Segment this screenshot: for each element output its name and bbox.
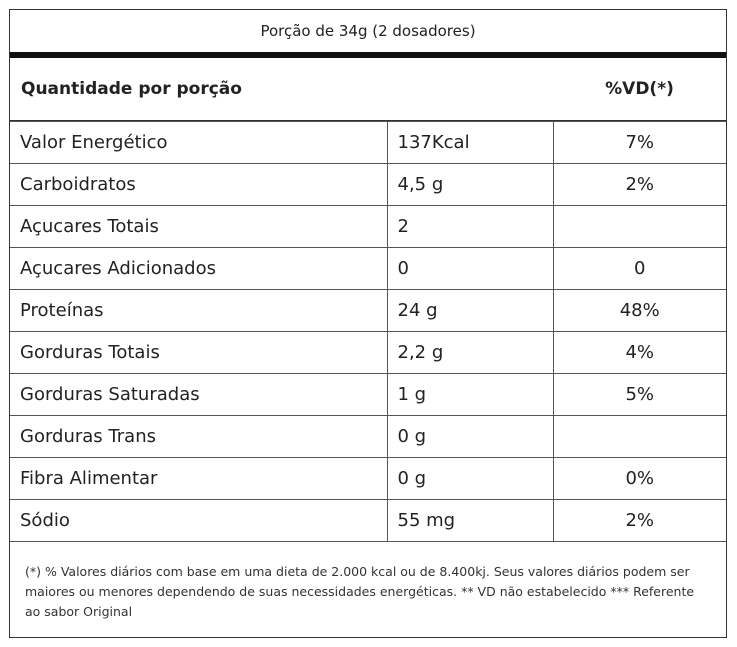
daily-value: 48% — [552, 289, 726, 332]
daily-value: 0 — [552, 247, 726, 290]
nutrient-name: Gorduras Totais — [10, 331, 388, 374]
nutrient-name: Sódio — [10, 499, 388, 542]
daily-value: 0% — [552, 457, 726, 500]
nutrient-row: Gorduras Totais 2,2 g 4% — [10, 331, 726, 374]
nutrient-name: Açucares Adicionados — [10, 247, 388, 290]
nutrient-row: Valor Energético 137Kcal 7% — [10, 121, 726, 164]
nutrition-table: Porção de 34g (2 dosadores) Quantidade p… — [9, 9, 727, 638]
amount: 4,5 g — [386, 163, 554, 206]
amount: 1 g — [386, 373, 554, 416]
amount: 24 g — [386, 289, 554, 332]
daily-value: 4% — [552, 331, 726, 374]
nutrient-row: Carboidratos 4,5 g 2% — [10, 163, 726, 206]
nutrient-name: Valor Energético — [10, 121, 388, 164]
amount: 2,2 g — [386, 331, 554, 374]
daily-value: 2% — [552, 499, 726, 542]
amount: 2 — [386, 205, 554, 248]
amount: 137Kcal — [386, 121, 554, 164]
daily-value — [552, 415, 726, 458]
nutrient-row: Fibra Alimentar 0 g 0% — [10, 457, 726, 500]
nutrient-rows: Valor Energético 137Kcal 7% Carboidratos 4,5… — [10, 121, 726, 542]
nutrient-row: Gorduras Trans 0 g — [10, 415, 726, 458]
nutrient-name: Fibra Alimentar — [10, 457, 388, 500]
column-header: Quantidade por porção — [21, 79, 242, 99]
nutrient-name: Carboidratos — [10, 163, 388, 206]
nutrient-name: Gorduras Trans — [10, 415, 388, 458]
daily-value — [552, 205, 726, 248]
amount: 0 g — [386, 415, 554, 458]
amount: 55 mg — [386, 499, 554, 542]
nutrient-row: Açucares Adicionados 0 0 — [10, 247, 726, 290]
daily-value: 5% — [552, 373, 726, 416]
daily-value: 7% — [552, 121, 726, 164]
serving-title: Porção de 34g (2 dosadores) — [10, 10, 726, 58]
nutrient-row: Gorduras Saturadas 1 g 5% — [10, 373, 726, 416]
nutrient-name: Proteínas — [10, 289, 388, 332]
nutrient-row: Sódio 55 mg 2% — [10, 499, 726, 542]
nutrient-row: Proteínas 24 g 48% — [10, 289, 726, 332]
footnote: (*) % Valores diários com base em uma di… — [25, 564, 695, 619]
column-header: %VD(*) — [605, 79, 674, 99]
amount: 0 g — [386, 457, 554, 500]
nutrient-name: Açucares Totais — [10, 205, 388, 248]
table-header: Quantidade por porção %VD(*) — [10, 58, 726, 121]
nutrient-row: Açucares Totais 2 — [10, 205, 726, 248]
daily-value: 2% — [552, 163, 726, 206]
amount: 0 — [386, 247, 554, 290]
nutrient-name: Gorduras Saturadas — [10, 373, 388, 416]
